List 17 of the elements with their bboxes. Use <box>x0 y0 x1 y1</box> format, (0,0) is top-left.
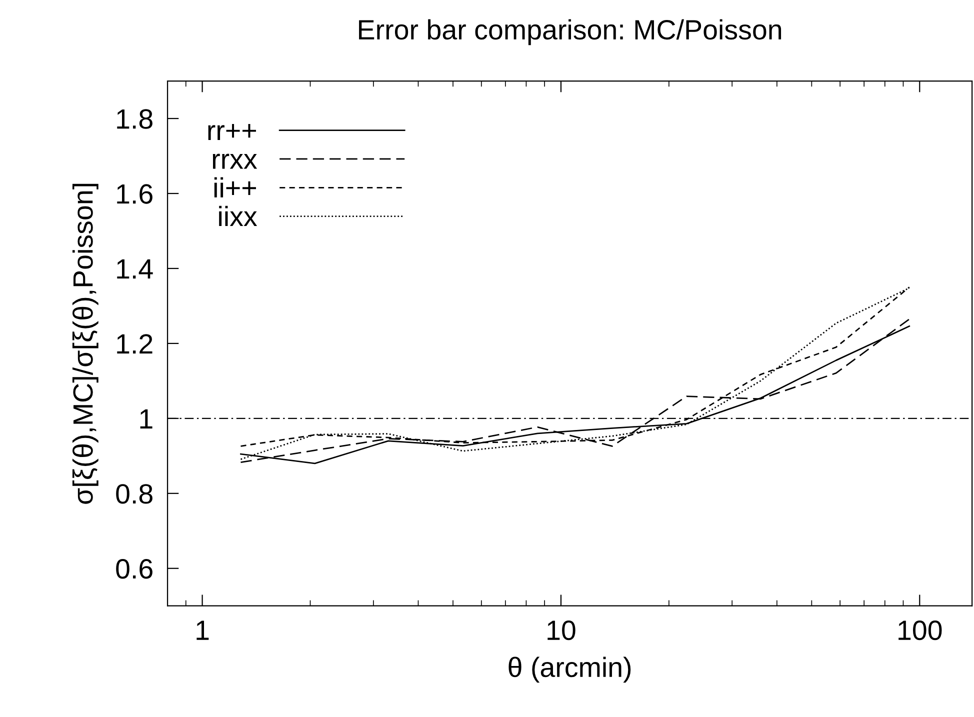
y-tick-label: 1.4 <box>117 259 153 279</box>
legend-label: rr++ <box>208 124 256 140</box>
legend-label: ii++ <box>214 177 256 198</box>
y-tick-label: 1.2 <box>117 334 152 354</box>
y-axis-title: σ[ξ(θ),MC]/σ[ξ(θ),Poisson] <box>72 184 98 504</box>
chart-title: Error bar comparison: MC/Poisson <box>359 19 782 46</box>
legend-label: iixx <box>219 206 258 226</box>
x-tick-label: 100 <box>898 620 942 640</box>
x-tick-label: 1 <box>196 620 209 640</box>
legend-label: rrxx <box>212 154 258 169</box>
y-tick-label: 0.8 <box>116 484 152 504</box>
x-tick-label: 10 <box>548 620 576 640</box>
x-axis-title: θ (arcmin) <box>508 656 631 683</box>
y-tick-label: 0.6 <box>116 559 152 579</box>
y-tick-label: 1 <box>140 409 152 428</box>
y-tick-label: 1.8 <box>117 109 152 129</box>
y-tick-label: 1.6 <box>117 184 152 204</box>
